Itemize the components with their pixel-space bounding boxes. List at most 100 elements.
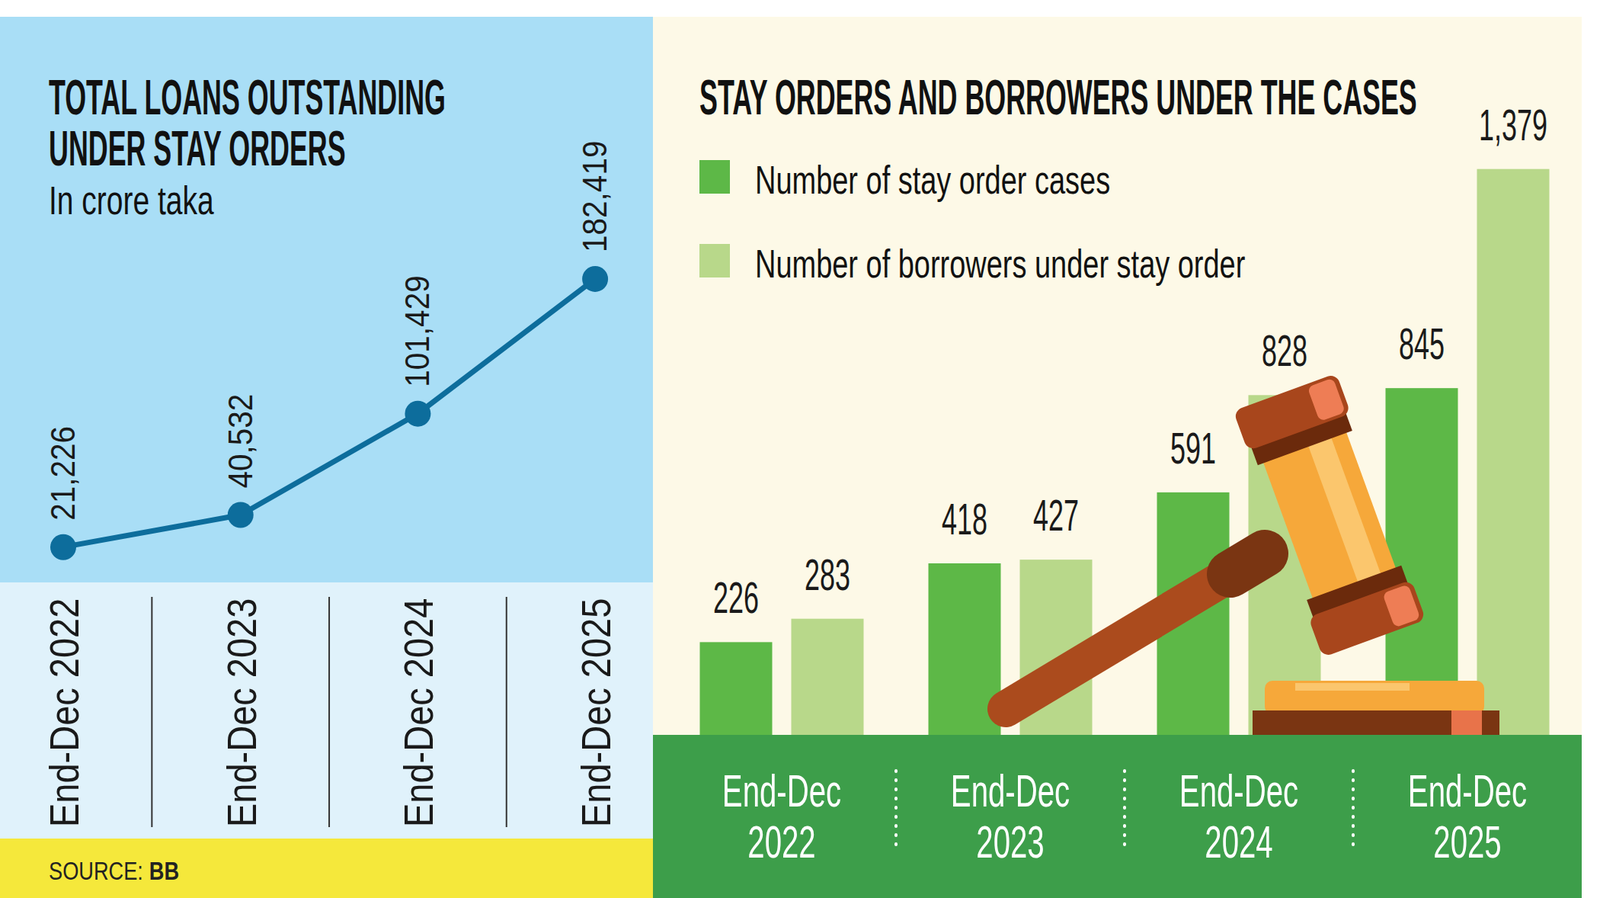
data-label: 182,419 [576,140,615,253]
legend-swatch [699,243,730,278]
chart-title-group: UNDER STAY ORDERS [48,121,346,176]
gavel-collar [1230,553,1265,574]
x-tick-label-group: 2024 [1204,816,1273,868]
chart-title-group: TOTAL LOANS OUTSTANDING [48,70,446,125]
x-tick-label-group: End-Dec 2025 [572,598,620,827]
data-line [63,278,596,548]
gavel-block-top [1264,680,1485,714]
plot-area [700,169,1550,735]
infographic: TOTAL LOANS OUTSTANDINGUNDER STAY ORDERS… [0,0,1600,898]
category-separator [150,596,153,827]
chart-canvas: TOTAL LOANS OUTSTANDINGUNDER STAY ORDERS… [0,0,1600,898]
legend-swatch [699,160,730,194]
x-tick-label: End-Dec [950,764,1070,816]
gavel-handle [1005,553,1265,709]
x-tick-label-group: End-Dec 2023 [218,598,266,827]
x-tick-label: End-Dec 2025 [572,598,620,827]
data-label-group: 418 [941,493,988,544]
data-label: 591 [1170,422,1216,473]
category-separator [1351,770,1355,852]
chart-subtitle: In crore taka [48,177,215,223]
data-label-group: 828 [1261,325,1308,375]
gavel-illustration [1005,373,1500,735]
gavel-head-cap-light [1382,583,1421,628]
source-group: SOURCE:BB [48,855,180,886]
right-panel-bg [652,16,1582,735]
left-panel-bg [0,16,653,583]
category-separator [505,596,508,827]
background [0,0,1600,898]
data-label-group: 845 [1398,318,1445,368]
chart-title: TOTAL LOANS OUTSTANDING [48,70,446,125]
data-label: 101,429 [399,275,437,387]
bar [1477,169,1550,735]
data-label-group: 21,226 [44,425,82,521]
data-label-group: 1,379 [1478,99,1548,150]
data-label: 21,226 [44,425,82,521]
x-tick-label: End-Dec [1179,764,1299,816]
chart-title: UNDER STAY ORDERS [48,121,346,176]
bar [791,618,864,735]
data-label-group: 226 [713,572,759,622]
x-tick-label-group: End-Dec [1408,764,1527,816]
bar [700,641,773,735]
data-label: 845 [1398,318,1445,368]
gavel-block-chip [1451,710,1482,735]
legend-label-group: Number of borrowers under stay order [755,241,1245,286]
category-separator [328,596,330,827]
data-label: 40,532 [221,393,260,489]
x-tick-label-group: End-Dec 2022 [41,598,88,827]
chart-subtitle-group: In crore taka [48,177,215,223]
x-tick-label: 2022 [747,816,816,868]
plot-area [50,265,608,560]
category-separator [894,770,898,852]
data-label-group: 427 [1033,489,1079,540]
x-tick-label-group: 2023 [976,816,1044,868]
gavel-block-base [1252,710,1500,735]
data-point [227,502,254,528]
source: SOURCE:BB [48,855,180,886]
x-tick-label-group: 2025 [1433,816,1501,868]
legend-label-group: Number of stay order cases [755,157,1111,202]
gavel-block-highlight [1295,682,1410,691]
x-tick-label-group: End-Dec [950,764,1070,816]
data-label: 828 [1261,325,1308,375]
data-label: 283 [804,549,851,599]
x-tick-label: End-Dec [722,764,842,816]
x-tick-label-group: End-Dec [722,764,842,816]
left-axis-bg [0,582,653,839]
data-label-group: 40,532 [221,393,260,489]
category-separator [1123,770,1127,852]
gavel-head-cap [1308,579,1426,657]
data-label-group: 283 [804,549,851,599]
x-tick-label-group: End-Dec 2024 [395,598,442,827]
x-tick-label: 2025 [1433,816,1501,868]
gavel-head [1233,373,1427,658]
data-label: 427 [1033,489,1079,540]
chart-title: STAY ORDERS AND BORROWERS UNDER THE CASE… [699,70,1418,125]
x-tick-label: End-Dec 2022 [41,598,88,827]
x-tick-label-group: 2022 [747,816,816,868]
x-tick-label: End-Dec 2023 [218,598,266,827]
data-label: 1,379 [1478,99,1548,150]
data-label-group: 101,429 [399,275,437,387]
source-bar [0,838,653,898]
x-tick-label: 2024 [1204,816,1273,868]
chart-title-group: STAY ORDERS AND BORROWERS UNDER THE CASE… [699,70,1418,125]
gavel-head-cap-light [1307,377,1346,422]
data-label: 418 [941,493,988,544]
legend-label: Number of borrowers under stay order [755,241,1245,286]
legend-label: Number of stay order cases [755,157,1111,202]
data-point [582,265,608,292]
source-name: BB [149,855,180,886]
data-point [50,534,77,560]
data-point [404,400,431,427]
x-tick-label: End-Dec 2024 [395,598,442,827]
x-tick-label: End-Dec [1408,764,1527,816]
data-label-group: 182,419 [576,140,615,253]
source-label: SOURCE: [48,855,144,886]
x-tick-label: 2023 [976,816,1044,868]
data-label-group: 591 [1170,422,1216,473]
data-label: 226 [713,572,759,622]
x-tick-label-group: End-Dec [1179,764,1299,816]
